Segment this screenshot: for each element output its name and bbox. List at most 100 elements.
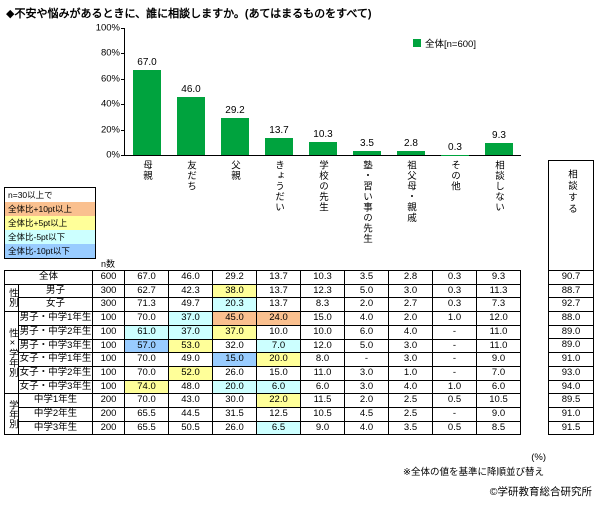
value-cell: 20.0 [212,379,258,395]
value-cell: 15.0 [300,311,346,326]
consult-value-cell: 89.0 [549,324,593,339]
group-label: 性別 [4,283,19,313]
value-cell: 67.0 [124,270,170,285]
value-cell: 62.7 [124,283,170,299]
bar-value-label: 9.3 [492,130,506,142]
value-cell: 2.0 [344,393,390,409]
threshold-legend-title: n=30以上で [8,190,53,200]
value-cell: 44.5 [168,407,214,422]
n-value-cell: 300 [92,297,126,313]
consult-value-cell: 94.0 [549,379,593,394]
legend-label: 全体[n=600] [425,39,476,50]
row-label: 全体 [3,270,94,285]
y-axis-label: 100% [95,22,120,34]
n-value-cell: 100 [92,324,126,340]
y-axis-tick [121,155,125,156]
value-cell: 12.5 [256,407,302,422]
value-cell: 30.0 [212,393,258,409]
consult-value-cell: 91.0 [549,352,593,366]
category-label-slot: 相談しない [476,160,520,268]
value-cell: 8.3 [300,297,346,313]
row-label: 女子 [17,297,94,313]
bar-value-label: 67.0 [137,56,157,68]
value-cell: 29.2 [212,270,258,285]
consult-value-cell: 93.0 [549,365,593,380]
value-cell: 2.5 [388,407,434,422]
bar-きょうだい [265,137,293,155]
category-label-slot: 友だち [168,160,212,268]
consult-value-cell: 89.5 [549,393,593,407]
row-label: 女子・中学2年生 [17,365,94,381]
value-cell: 37.0 [168,324,214,340]
n-value-cell: 100 [92,365,126,381]
value-cell: 4.0 [388,324,434,340]
value-cell: - [344,352,390,367]
y-axis: 100% 80% 60% 40% 20% 0% [84,23,122,161]
value-cell: 3.0 [344,379,390,395]
n-value-cell: 200 [92,420,126,436]
value-cell: 71.3 [124,297,170,313]
value-cell: 65.5 [124,407,170,422]
value-cell: 65.5 [124,420,170,436]
table-row: 女子・中学1年生 100 70.0 49.0 15.0 20.0 8.0-3.0-9.0 [5,352,522,367]
value-cell: 2.0 [344,297,390,313]
y-axis-label: 0% [106,149,120,161]
bar-父親 [221,117,249,155]
category-label-slot: 塾・習い事の先生 [344,160,388,268]
value-cell: 37.0 [212,324,258,340]
value-cell: 0.3 [432,283,478,299]
table-row: 中学3年生 200 65.5 50.5 26.0 6.5 9.0 4.0 3.5 0.5 8.5 [5,420,522,436]
value-cell: 20.0 [256,352,302,367]
bar-祖父母・親戚 [397,151,425,155]
category-label-slot: 祖父母・親戚 [388,160,432,268]
legend-color-swatch [413,39,421,47]
category-label-slot: 父親 [212,160,256,268]
value-cell: 12.0 [300,338,346,354]
row-label: 男子 [17,283,94,299]
threshold-legend-item: 全体比-10pt以下 [5,244,95,258]
table-row: 女子・中学3年生 100 74.0 48.0 20.0 6.0 6.0 3.0 4.0 1.0 6.… [5,379,522,395]
threshold-legend: n=30以上で 全体比+10pt以上 全体比+5pt以上 全体比-5pt以下 全体比-… [4,187,96,259]
plot-area: 全体[n=600] 67.0 46.0 29.2 13.7 10.3 3.5 2.8 0.3 9… [121,28,521,156]
n-value-cell: 100 [92,379,126,395]
consult-column-label: 相談する [566,169,577,215]
table-row: 性×学年別 男子・中学1年生 100 70.0 37.0 45.0 24.0 15.0 4.0 2… [4,311,522,395]
value-cell: 49.7 [168,297,214,313]
row-label: 中学1年生 [17,393,94,409]
threshold-legend-item: 全体比-5pt以下 [5,230,95,244]
row-label: 女子・中学1年生 [17,352,94,367]
n-value-cell: 100 [92,311,126,326]
bar-value-label: 13.7 [269,124,289,136]
value-cell: 11.5 [300,393,346,409]
sort-order-note: ※全体の値を基準に降順並び替え [403,467,544,478]
value-cell: 5.0 [344,283,390,299]
value-cell: 70.0 [124,352,170,367]
n-column-header: n数 [100,259,115,269]
value-cell: - [432,352,478,367]
row-label: 中学2年生 [17,407,94,422]
value-cell: 2.0 [388,311,434,326]
value-cell: 15.0 [212,352,258,367]
value-cell: 11.3 [476,283,522,299]
value-cell: 7.0 [476,365,522,381]
value-cell: 7.3 [476,297,522,313]
consult-value-cell: 89.0 [549,338,593,352]
row-label: 女子・中学3年生 [17,379,94,395]
consult-column-cells: 90.7 88.7 92.7 88.0 89.0 89.0 91.0 93.0 94.0 89.5… [549,270,593,434]
category-label: 学校の先生 [317,160,328,213]
group-label: 学年別 [4,393,19,436]
value-cell: 4.0 [344,420,390,436]
consult-column-header: 相談する [549,161,593,270]
value-cell: 20.3 [212,297,258,313]
value-cell: 3.5 [388,420,434,436]
table-row: 全体 600 67.0 46.0 29.2 13.7 10.3 3.5 2.8 0.3 9.3 [3,270,522,285]
y-axis-tick [121,53,125,55]
value-cell: 11.0 [476,324,522,340]
category-label: その他 [449,160,460,192]
value-cell: 26.0 [212,420,258,436]
value-cell: 9.0 [476,407,522,422]
y-axis-label: 40% [100,98,120,110]
category-label: 塾・習い事の先生 [361,160,372,244]
percent-unit-note: (%) [531,452,546,463]
y-axis-tick [121,28,125,29]
